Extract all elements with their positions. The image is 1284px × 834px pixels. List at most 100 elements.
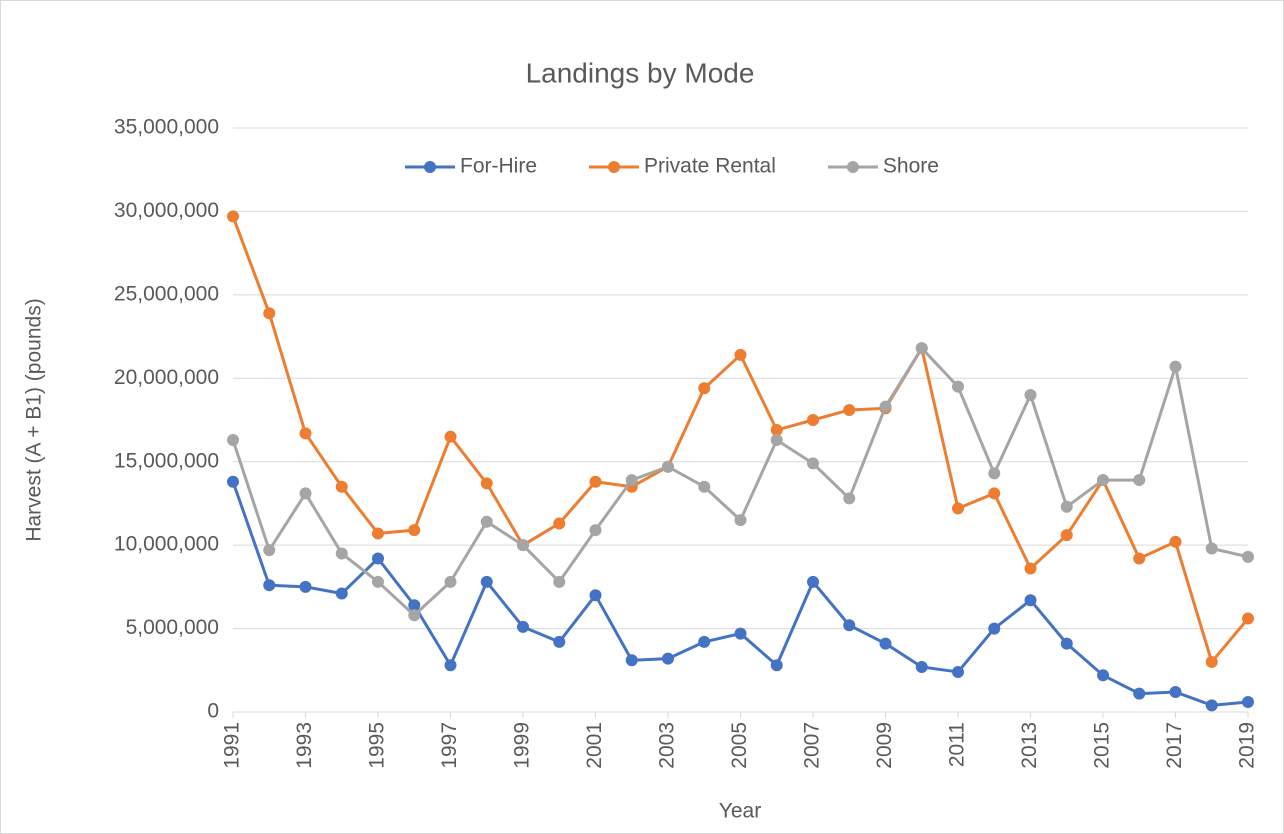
data-point (444, 575, 457, 588)
data-point (1205, 655, 1218, 668)
y-tick-label: 30,000,000 (114, 199, 219, 222)
data-point (770, 424, 783, 437)
data-point (1242, 695, 1254, 708)
data-point (734, 348, 747, 361)
x-tick-label: 2019 (1236, 722, 1259, 769)
data-point (625, 474, 638, 487)
data-point (1169, 535, 1182, 548)
y-tick-label: 10,000,000 (114, 533, 219, 556)
data-point (1169, 685, 1182, 698)
x-tick-label: 1995 (366, 722, 389, 769)
data-point (698, 480, 711, 493)
data-point (807, 575, 819, 588)
data-point (1024, 594, 1037, 607)
data-point (625, 654, 638, 667)
data-point (770, 659, 783, 672)
legend-marker (424, 161, 436, 173)
data-point (734, 514, 747, 527)
data-point (517, 620, 529, 633)
x-tick-label: 2011 (946, 722, 969, 767)
data-point (1060, 500, 1073, 513)
legend-marker (608, 161, 620, 173)
y-tick-label: 25,000,000 (114, 282, 219, 305)
y-tick-label: 35,000,000 (114, 116, 219, 139)
data-point (263, 544, 276, 557)
data-point (1060, 529, 1073, 542)
data-point (1205, 542, 1218, 555)
data-point (517, 539, 529, 552)
x-tick-label: 1991 (221, 722, 244, 769)
data-point (408, 524, 421, 537)
data-point (480, 575, 493, 588)
data-point (988, 622, 1001, 635)
data-point (408, 609, 421, 622)
y-tick-label: 0 (207, 700, 219, 723)
data-point (698, 382, 711, 395)
data-point (408, 599, 421, 612)
legend-label: Shore (883, 155, 939, 178)
x-tick-label: 2009 (873, 722, 896, 769)
data-point (444, 659, 457, 672)
data-point (843, 403, 856, 416)
data-point (843, 619, 856, 632)
data-point (952, 502, 964, 515)
data-point (1133, 687, 1146, 700)
x-tick-label: 2017 (1163, 722, 1186, 769)
data-point (263, 307, 276, 320)
chart-title: Landings by Mode (526, 57, 755, 88)
data-point (480, 477, 493, 490)
data-point (589, 475, 602, 488)
data-point (843, 492, 856, 505)
x-tick-label: 2013 (1018, 722, 1041, 769)
data-point (915, 660, 928, 673)
legend-marker (846, 161, 859, 173)
data-point (952, 380, 964, 393)
x-tick-label: 2015 (1091, 722, 1114, 769)
data-point (770, 434, 783, 447)
data-point (589, 589, 602, 602)
data-point (335, 547, 348, 560)
data-point (807, 414, 819, 426)
y-axis-label: Harvest (A + B1) (pounds) (23, 298, 46, 541)
data-point (952, 665, 964, 678)
data-point (553, 517, 566, 530)
data-point (335, 587, 348, 600)
data-point (879, 637, 892, 650)
legend-label: Private Rental (644, 155, 776, 178)
data-point (553, 575, 566, 588)
data-point (662, 652, 674, 665)
x-tick-label: 1999 (511, 722, 534, 769)
data-point (589, 524, 602, 537)
x-axis-label: Year (719, 800, 761, 823)
data-point (299, 580, 312, 593)
x-tick-label: 1993 (293, 722, 316, 769)
data-point (444, 430, 457, 443)
x-tick-label: 2005 (728, 722, 751, 769)
x-tick-label: 2007 (801, 722, 824, 769)
data-point (1205, 699, 1218, 712)
data-point (553, 635, 566, 648)
x-tick-label: 1997 (438, 722, 461, 769)
data-point (227, 434, 239, 447)
data-point (335, 480, 348, 493)
x-tick-label: 2001 (583, 722, 606, 769)
data-point (1024, 562, 1037, 575)
data-point (1097, 669, 1109, 682)
data-point (734, 627, 747, 640)
data-point (1024, 388, 1037, 401)
data-point (1242, 612, 1254, 625)
x-tick-label: 2003 (656, 722, 679, 769)
y-tick-label: 15,000,000 (114, 449, 219, 472)
data-point (480, 515, 493, 528)
data-point (299, 487, 312, 500)
y-tick-label: 5,000,000 (126, 616, 219, 639)
data-point (372, 552, 384, 565)
data-point (988, 467, 1001, 480)
y-tick-label: 20,000,000 (114, 366, 219, 389)
data-point (372, 575, 384, 588)
data-point (227, 210, 239, 223)
data-point (372, 527, 384, 540)
data-point (1133, 474, 1146, 487)
